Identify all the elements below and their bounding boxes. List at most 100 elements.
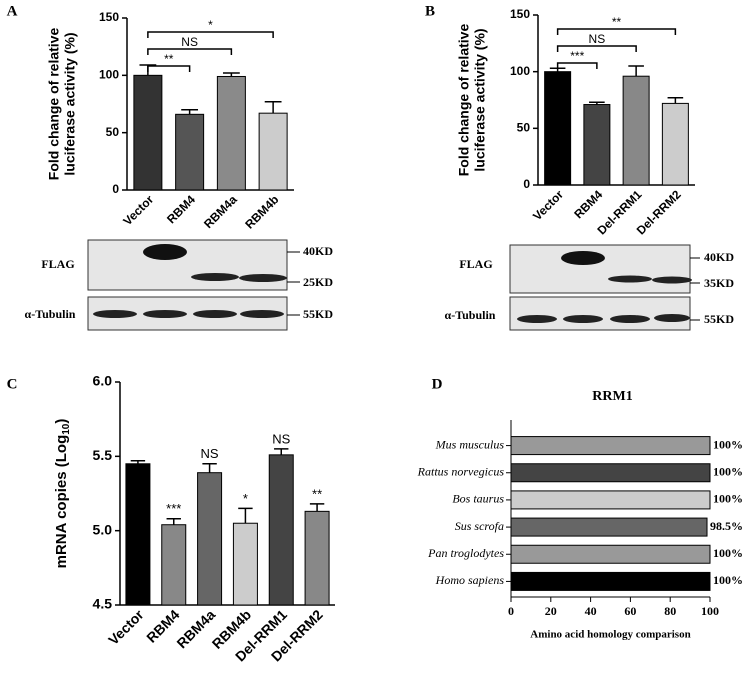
y-tick-label: 100 <box>99 68 119 82</box>
bar <box>510 436 711 456</box>
blot-band <box>240 310 284 318</box>
bracket <box>556 28 677 35</box>
significance-label: * <box>243 491 248 506</box>
x-tick-label: 60 <box>624 604 636 618</box>
bar <box>175 113 205 191</box>
y-axis-label: Fold change of relative <box>456 24 472 177</box>
x-tick-label: RBM4 <box>164 192 198 226</box>
bar <box>510 490 711 510</box>
error-bar <box>222 72 240 77</box>
bar <box>232 522 258 606</box>
bracket-label: NS <box>181 35 198 49</box>
bracket-label: NS <box>589 32 606 46</box>
bar <box>510 544 711 564</box>
bar <box>258 112 288 191</box>
y-tick-label: 0 <box>523 177 530 191</box>
y-tick-label: 150 <box>510 7 530 21</box>
blot-band <box>143 244 187 260</box>
y-axis-label: mRNA copies (Log10) <box>53 419 72 569</box>
error-bar <box>628 65 644 77</box>
panel-label: B <box>425 3 435 19</box>
y-tick-label: 0 <box>112 182 119 196</box>
blot-band <box>608 275 652 283</box>
blot-label: FLAG <box>41 257 74 271</box>
marker-label: 40KD <box>704 250 734 264</box>
y-axis-label: luciferase activity (%) <box>62 32 78 175</box>
blot-label: α-Tubulin <box>25 307 76 321</box>
error-bar <box>181 108 199 115</box>
bar <box>161 524 187 606</box>
panel-label: C <box>7 376 18 392</box>
marker-label: 55KD <box>704 312 734 326</box>
error-bar <box>130 460 146 464</box>
y-tick-label: 4.5 <box>93 596 113 612</box>
bar <box>622 75 650 186</box>
chart-title: RRM1 <box>592 389 632 404</box>
x-tick-label: 100 <box>701 604 719 618</box>
significance-label: NS <box>272 431 290 446</box>
bracket-label: * <box>208 18 213 32</box>
blot-band <box>191 273 239 281</box>
x-axis-label: Amino acid homology comparison <box>530 629 690 641</box>
blot-band <box>561 251 605 265</box>
blot-band <box>93 310 137 318</box>
marker-label: 25KD <box>303 275 333 289</box>
panel-label: D <box>432 376 443 392</box>
value-label: 100% <box>713 465 743 479</box>
x-tick-label: 20 <box>545 604 557 618</box>
x-tick-label: 40 <box>585 604 597 618</box>
error-bar <box>238 507 253 524</box>
bracket <box>556 62 598 69</box>
error-bar <box>589 101 605 105</box>
error-bar <box>667 96 684 104</box>
blot-a: FLAG α-Tubulin 40KD 25KD 55KD <box>25 239 333 331</box>
marker-label: 35KD <box>704 276 734 290</box>
blot-band <box>517 315 557 323</box>
bar <box>197 472 223 606</box>
y-tick-label: 100 <box>510 64 530 78</box>
blot-band <box>654 314 690 322</box>
error-bar <box>166 518 181 525</box>
y-tick-label: Homo sapiens <box>435 573 505 587</box>
y-tick-label: 150 <box>99 10 119 24</box>
bar <box>510 517 708 537</box>
significance-label: *** <box>166 501 181 516</box>
y-tick-label: 50 <box>106 125 120 139</box>
x-tick-label: RBM4a <box>201 192 240 231</box>
y-axis-label-part: 10 <box>61 423 72 435</box>
blot-band <box>563 315 603 323</box>
value-label: 100% <box>713 437 743 451</box>
y-tick-label: Sus scrofa <box>455 519 504 533</box>
x-tick-label: Vector <box>105 606 147 648</box>
bar <box>510 571 711 591</box>
error-bar <box>264 100 282 114</box>
x-tick-label: RBM4 <box>571 187 605 221</box>
y-axis-label-part: ) <box>53 419 70 424</box>
y-tick-label: Bos taurus <box>452 492 504 506</box>
bar <box>216 75 246 191</box>
bracket <box>147 48 233 55</box>
y-tick-label: Pan troglodytes <box>427 546 504 560</box>
marker-label: 55KD <box>303 307 333 321</box>
value-label: 100% <box>713 546 743 560</box>
y-axis-label: Fold change of relative <box>46 28 62 181</box>
y-tick-label: Rattus norvegicus <box>417 465 505 479</box>
bar <box>544 71 572 186</box>
blot-panel <box>509 244 691 294</box>
value-label: 100% <box>713 492 743 506</box>
blot-band <box>610 315 650 323</box>
significance-label: NS <box>201 446 219 461</box>
blot-band <box>143 310 187 318</box>
marker-label: 40KD <box>303 244 333 258</box>
bracket <box>556 45 637 52</box>
significance-label: ** <box>312 486 322 501</box>
error-bar <box>309 503 325 512</box>
value-label: 100% <box>713 573 743 587</box>
y-tick-label: 50 <box>517 121 531 135</box>
y-axis-label-part: mRNA copies (Log <box>53 435 70 569</box>
x-tick-label: 0 <box>508 604 514 618</box>
bar <box>133 74 163 191</box>
bracket-label: *** <box>570 49 584 63</box>
bracket-label: ** <box>612 15 622 29</box>
panel-label: A <box>7 3 18 19</box>
